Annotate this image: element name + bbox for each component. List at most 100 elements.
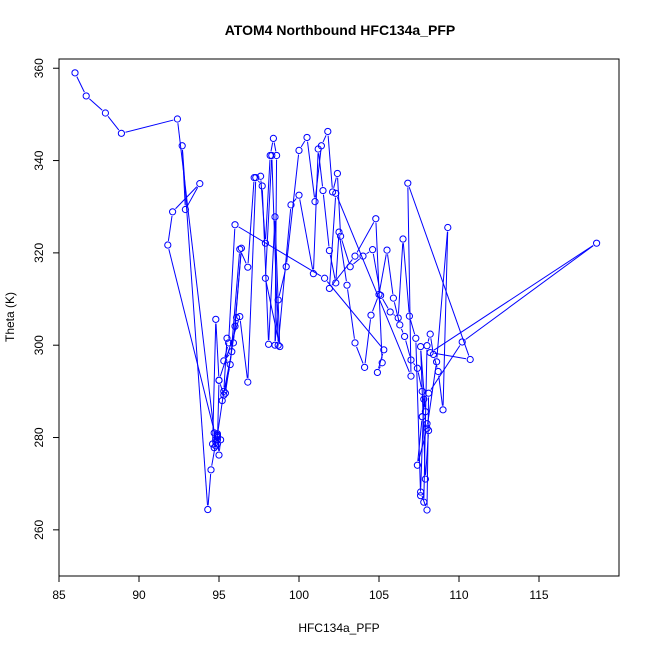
data-point [359, 252, 367, 260]
series-segment [286, 154, 300, 263]
data-point [423, 342, 431, 350]
data-point [220, 357, 228, 365]
series-segment [375, 222, 383, 359]
data-point [221, 389, 229, 397]
data-point [244, 263, 252, 271]
series-segment [89, 98, 103, 111]
data-point [225, 339, 233, 347]
series-segment [300, 140, 306, 148]
series-segment [430, 338, 434, 351]
series-segment [318, 153, 324, 187]
data-point [337, 232, 345, 240]
x-tick-label: 100 [289, 588, 309, 602]
chart-title: ATOM4 Northbound HFC134a_PFP [225, 22, 456, 38]
data-point [169, 208, 177, 216]
data-point [303, 133, 311, 142]
data-point [287, 201, 295, 209]
series-segment [333, 177, 337, 189]
series-segment [420, 350, 426, 475]
data-point [311, 198, 319, 206]
data-point [233, 313, 241, 322]
y-axis-label: Theta (K) [3, 292, 17, 342]
series-segment [422, 395, 426, 408]
series-segment [219, 384, 223, 392]
data-point [378, 359, 386, 367]
series-segment [228, 228, 236, 339]
data-point [213, 430, 221, 438]
data-point [220, 387, 228, 395]
data-point [369, 246, 377, 254]
series-segment [356, 222, 375, 253]
series-segment [212, 323, 217, 440]
data-point [418, 387, 426, 395]
data-point [204, 505, 212, 514]
series-segment [168, 248, 217, 441]
series-segment [393, 302, 400, 321]
series-segment [299, 199, 314, 270]
data-point [324, 127, 332, 136]
data-point [231, 221, 239, 229]
x-tick-label: 90 [132, 588, 146, 602]
series-segment [239, 320, 248, 379]
data-point [236, 245, 244, 253]
data-point [373, 368, 381, 377]
series-segment [438, 375, 443, 406]
data-point [413, 461, 421, 469]
series-segment [425, 434, 429, 475]
data-point [444, 223, 452, 232]
data-point [274, 296, 282, 304]
data-point [271, 213, 279, 221]
data-point [361, 363, 369, 371]
series-segment [405, 340, 411, 357]
data-point [425, 426, 433, 435]
data-point [295, 191, 303, 199]
y-tick-label: 300 [32, 335, 46, 355]
y-tick-label: 280 [32, 427, 46, 447]
data-point [226, 360, 234, 369]
data-point [333, 169, 341, 178]
data-point [425, 389, 433, 397]
data-point [117, 129, 126, 137]
data-point [404, 179, 412, 187]
series-segment [417, 372, 422, 388]
series-segment [293, 198, 297, 202]
data-point [258, 182, 266, 190]
y-tick-label: 260 [32, 520, 46, 540]
data-point [295, 146, 303, 154]
data-point [421, 408, 429, 416]
series-segment [223, 342, 228, 388]
data-point [413, 364, 421, 372]
data-point [399, 235, 407, 243]
data-point [309, 270, 317, 278]
series-segment [413, 362, 416, 366]
series-segment [274, 221, 281, 343]
series-segment [427, 338, 430, 342]
data-point [273, 151, 281, 160]
data-point [389, 294, 397, 302]
series-segment [175, 186, 198, 210]
series-segment [271, 159, 279, 342]
data-point [593, 239, 601, 247]
data-point [407, 356, 415, 364]
data-point [218, 396, 226, 405]
series-segment [215, 323, 220, 377]
data-point [420, 498, 428, 506]
series-segment [402, 243, 410, 312]
series-segment [465, 245, 594, 340]
series-segment [322, 194, 330, 247]
data-point [407, 372, 415, 380]
plot-frame [58, 58, 620, 577]
x-axis: 85 90 95 100 105 110 115 [52, 575, 549, 602]
series-segment [265, 282, 280, 343]
series-segment [219, 320, 239, 377]
data-point [418, 413, 426, 421]
series-segment [76, 76, 85, 93]
series-segment [382, 298, 389, 309]
series-segment [247, 181, 257, 378]
data-point [466, 355, 474, 364]
x-axis-label: HFC134a_PFP [298, 621, 379, 635]
data-point [181, 205, 189, 214]
data-point [343, 281, 351, 289]
series-segment [400, 328, 404, 333]
data-point [417, 492, 425, 500]
